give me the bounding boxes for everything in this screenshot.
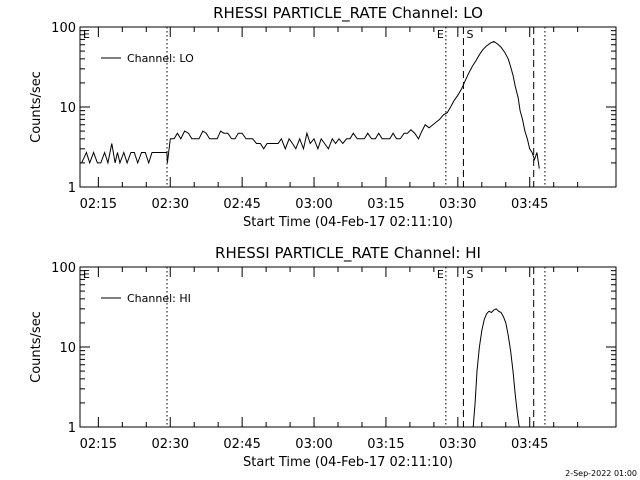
panel2-xtick-label: 02:30 [152, 437, 189, 452]
panel1-y-axis-label: Counts/sec [29, 71, 44, 143]
panel1-series-line-1 [81, 40, 540, 169]
panel2-series-line-1 [472, 308, 520, 428]
panel1-ytick-label: 1 [68, 181, 76, 196]
panel2-y-axis-label: Counts/sec [29, 311, 44, 383]
panel2-ytick-label: 100 [51, 261, 76, 276]
panel1-xtick-label: 03:30 [439, 197, 476, 212]
panel1-xtick-label: 03:15 [367, 197, 404, 212]
panel2-ytick-label: 10 [59, 341, 76, 356]
panel1-xtick-label: 02:15 [80, 197, 117, 212]
panel2-xtick-label: 03:00 [295, 437, 332, 452]
panel1-plot-frame [79, 26, 617, 188]
panel1-legend-label: Channel: LO [127, 52, 194, 65]
panel2-xtick-label: 03:45 [511, 437, 548, 452]
panel2-x-axis-label: Start Time (04-Feb-17 02:11:10) [243, 455, 453, 470]
panel1-x-axis-label: Start Time (04-Feb-17 02:11:10) [243, 215, 453, 230]
panel1-ytick-label: 10 [59, 101, 76, 116]
panel2-event-label-S: S [466, 268, 473, 281]
panel2-corner-label: E [83, 268, 90, 281]
panel2-xtick-label: 03:30 [439, 437, 476, 452]
date-stamp: 2-Sep-2022 01:00 [565, 469, 637, 478]
panel2-xtick-label: 03:15 [367, 437, 404, 452]
panel2-ytick-label: 1 [68, 421, 76, 436]
panel2-legend-label: Channel: HI [127, 292, 191, 305]
panel1-xtick-label: 02:45 [223, 197, 260, 212]
panel1-ytick-label: 100 [51, 21, 76, 36]
panel1-corner-label: E [83, 28, 90, 41]
panel2-xtick-label: 02:45 [223, 437, 260, 452]
panel2-plot-frame [79, 266, 617, 428]
panel2-event-label-E: E [437, 268, 444, 281]
panel1-xtick-label: 03:00 [295, 197, 332, 212]
panel1-xtick-label: 02:30 [152, 197, 189, 212]
panel1-event-label-S: S [466, 28, 473, 41]
panel2-chart-title: RHESSI PARTICLE_RATE Channel: HI [215, 244, 481, 263]
panel1-chart-title: RHESSI PARTICLE_RATE Channel: LO [213, 4, 483, 23]
panel1-xtick-label: 03:45 [511, 197, 548, 212]
panel2-xtick-label: 02:15 [80, 437, 117, 452]
panel1-event-label-E: E [437, 28, 444, 41]
